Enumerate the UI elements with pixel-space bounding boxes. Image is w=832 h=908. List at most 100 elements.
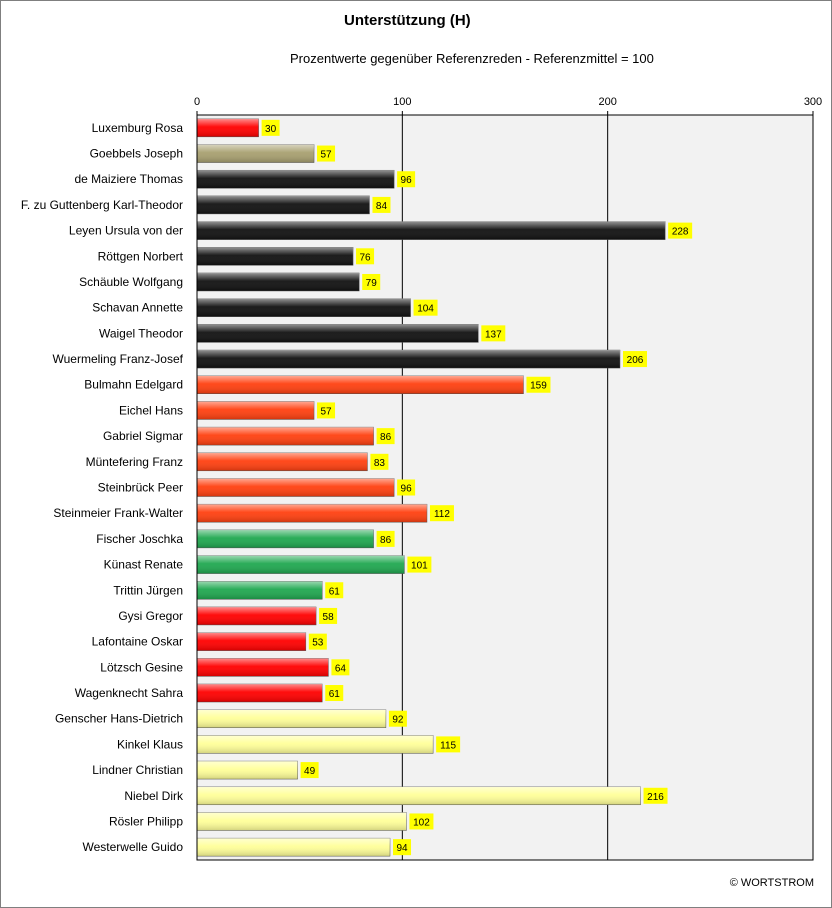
data-label: 57 bbox=[320, 406, 332, 417]
data-label: 104 bbox=[417, 304, 434, 315]
bar-shine bbox=[197, 581, 323, 600]
data-label: 96 bbox=[401, 484, 413, 495]
chart-subtitle: Prozentwerte gegenüber Referenzreden - R… bbox=[290, 51, 654, 66]
data-label-bg bbox=[429, 505, 454, 522]
category-label: de Maiziere Thomas bbox=[75, 172, 184, 186]
bar-shine bbox=[197, 478, 395, 497]
category-label: Lindner Christian bbox=[92, 763, 183, 777]
bar-shine bbox=[197, 606, 317, 625]
bar-shine bbox=[197, 427, 374, 446]
category-label: Eichel Hans bbox=[119, 403, 183, 417]
data-label: 58 bbox=[323, 612, 335, 623]
copyright-notice: © WORTSTROM bbox=[729, 877, 814, 889]
data-label-bg bbox=[397, 171, 416, 188]
category-label: Goebbels Joseph bbox=[90, 147, 183, 161]
x-axis-ticks: 0 100 200 300 bbox=[194, 96, 822, 115]
data-label-bg bbox=[319, 607, 338, 624]
data-labels: 30 57 96 84 228 76 79 104 137 206 159 57 86 83 96 112 86… bbox=[196, 114, 814, 861]
data-label-bg bbox=[376, 530, 395, 547]
data-label-bg bbox=[325, 685, 344, 702]
data-label-bg bbox=[325, 582, 344, 599]
data-label-bg bbox=[300, 762, 319, 779]
category-label: Bulmahn Edelgard bbox=[84, 378, 183, 392]
category-label: Kinkel Klaus bbox=[117, 737, 183, 751]
category-label: Genscher Hans-Dietrich bbox=[55, 712, 183, 726]
bar-shine bbox=[197, 452, 368, 471]
data-label: 49 bbox=[304, 766, 316, 777]
category-label: Schavan Annette bbox=[92, 301, 183, 315]
data-label: 92 bbox=[392, 715, 404, 726]
data-label: 86 bbox=[380, 432, 392, 443]
data-label: 83 bbox=[374, 458, 386, 469]
data-label: 30 bbox=[265, 124, 277, 135]
bar-shine bbox=[197, 786, 641, 805]
data-label-bg bbox=[409, 813, 434, 830]
data-label-bg bbox=[331, 659, 350, 676]
category-label: Gabriel Sigmar bbox=[103, 429, 183, 443]
category-label: Müntefering Franz bbox=[86, 455, 183, 469]
data-label-bg bbox=[388, 710, 407, 727]
chart-title: Unterstützung (H) bbox=[344, 12, 471, 29]
data-label: 115 bbox=[440, 740, 456, 751]
category-label: Luxemburg Rosa bbox=[92, 121, 184, 135]
bar-shine bbox=[197, 247, 354, 266]
data-label-bg bbox=[372, 196, 391, 213]
category-label: Niebel Dirk bbox=[124, 789, 184, 803]
category-label: Wuermeling Franz-Josef bbox=[53, 352, 184, 366]
data-label: 159 bbox=[530, 381, 547, 392]
data-label: 101 bbox=[411, 561, 428, 572]
data-label-bg bbox=[481, 325, 506, 342]
bar-shine bbox=[197, 504, 427, 523]
category-label: Künast Renate bbox=[104, 558, 184, 572]
category-label: Fischer Joschka bbox=[96, 532, 183, 546]
category-label: Trittin Jürgen bbox=[113, 583, 183, 597]
data-label: 102 bbox=[413, 817, 430, 828]
data-label: 61 bbox=[329, 689, 341, 700]
data-label-bg bbox=[317, 402, 336, 419]
category-label: Lafontaine Oskar bbox=[92, 635, 183, 649]
data-label-bg bbox=[622, 351, 647, 368]
bar-shine bbox=[197, 170, 395, 189]
data-label-bg bbox=[413, 299, 438, 316]
bar-shine bbox=[197, 195, 370, 214]
category-label: Leyen Ursula von der bbox=[69, 224, 183, 238]
category-label: Waigel Theodor bbox=[99, 326, 183, 340]
bar-shine bbox=[197, 144, 315, 163]
data-label: 84 bbox=[376, 201, 388, 212]
category-label: Gysi Gregor bbox=[118, 609, 183, 623]
data-label-bg bbox=[261, 119, 280, 136]
data-label: 206 bbox=[627, 355, 644, 366]
category-label: Rösler Philipp bbox=[109, 814, 183, 828]
bar-shine bbox=[197, 375, 524, 394]
category-labels: Luxemburg Rosa Goebbels Joseph de Maiziere… bbox=[21, 121, 184, 854]
bar-shine bbox=[197, 350, 620, 369]
data-label-bg bbox=[362, 273, 381, 290]
bar-shine bbox=[197, 761, 298, 780]
data-label: 61 bbox=[329, 586, 341, 597]
data-label: 228 bbox=[672, 227, 689, 238]
bar-shine bbox=[197, 812, 407, 831]
bar-shine bbox=[197, 529, 374, 548]
x-tick-label: 100 bbox=[393, 96, 411, 108]
category-label: F. zu Guttenberg Karl-Theodor bbox=[21, 198, 183, 212]
bar-shine bbox=[197, 272, 360, 291]
data-label-bg bbox=[643, 787, 668, 804]
bar-shine bbox=[197, 684, 323, 703]
data-label: 79 bbox=[366, 278, 378, 289]
category-label: Steinbrück Peer bbox=[98, 481, 183, 495]
data-label-bg bbox=[397, 479, 416, 496]
data-label-bg bbox=[436, 736, 461, 753]
category-label: Schäuble Wolfgang bbox=[79, 275, 183, 289]
category-label: Röttgen Norbert bbox=[98, 249, 184, 263]
bar-shine bbox=[197, 324, 479, 343]
bar-shine bbox=[197, 709, 386, 728]
data-label: 216 bbox=[647, 792, 664, 803]
data-label-bg bbox=[370, 453, 389, 470]
data-label: 94 bbox=[396, 843, 408, 854]
data-label-bg bbox=[526, 376, 551, 393]
plot-border bbox=[196, 114, 814, 861]
bar-shine bbox=[197, 838, 391, 857]
data-label: 76 bbox=[359, 252, 371, 263]
data-label: 137 bbox=[485, 329, 502, 340]
bar-shine bbox=[197, 401, 315, 420]
